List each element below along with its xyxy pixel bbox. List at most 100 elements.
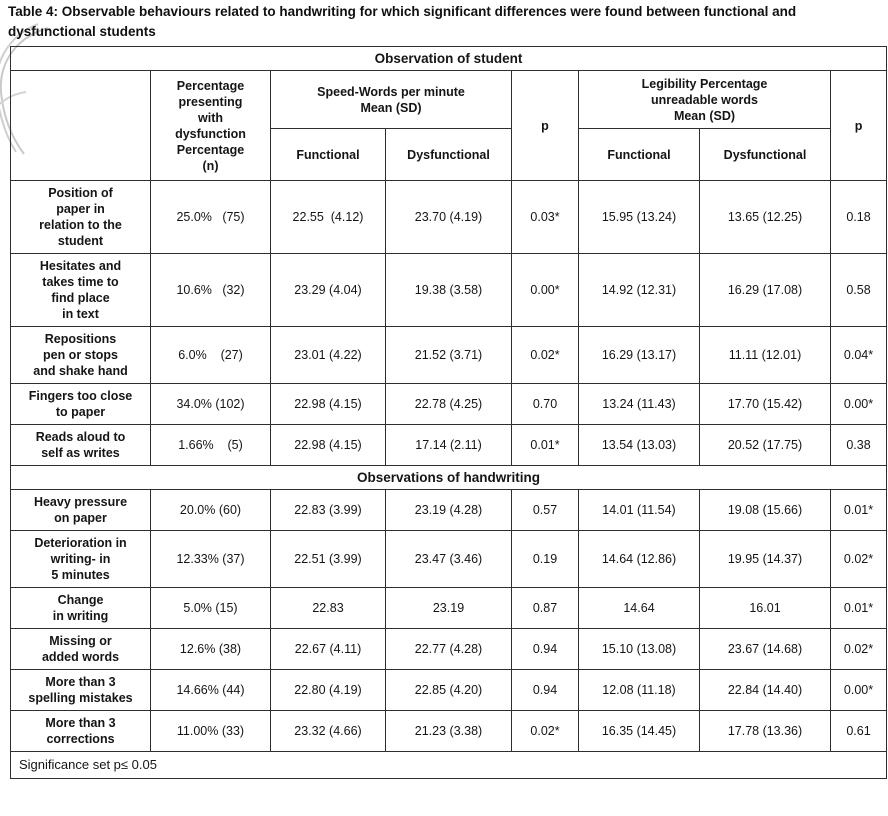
row-label: Repositions pen or stops and shake hand [10,326,151,384]
cell-p-legibility: 0.00* [829,669,888,711]
cell-p-legibility: 0.18 [829,180,888,254]
cell-percentage: 34.0% (102) [150,383,271,425]
cell-legibility-functional: 15.95 (13.24) [578,180,700,254]
table-row: Heavy pressure on paper 20.0% (60) 22.83 (… [10,489,888,531]
cell-p-speed: 0.94 [511,628,579,670]
table-footer-block: Significance set p≤ 0.05 [9,751,888,779]
col-header-speed-functional: Functional [270,128,386,181]
cell-speed-functional: 22.83 (3.99) [270,489,386,531]
handwriting-section-header: Observations of handwriting [9,465,888,490]
cell-speed-functional: 22.98 (4.15) [270,424,386,466]
cell-p-speed: 0.03* [511,180,579,254]
cell-legibility-functional: 13.24 (11.43) [578,383,700,425]
cell-legibility-dysfunctional: 11.11 (12.01) [699,326,831,384]
cell-legibility-functional: 16.29 (13.17) [578,326,700,384]
row-label: Reads aloud to self as writes [10,424,151,466]
cell-legibility-functional: 14.01 (11.54) [578,489,700,531]
section-header-row: Observation of student [9,46,888,71]
cell-percentage: 1.66% (5) [150,424,271,466]
cell-percentage: 12.6% (38) [150,628,271,670]
row-label: Missing or added words [10,628,151,670]
row-label: More than 3 spelling mistakes [10,669,151,711]
table-row: Position of paper in relation to the stu… [10,180,888,254]
row-label: Hesitates and takes time to find place i… [10,253,151,327]
cell-legibility-dysfunctional: 13.65 (12.25) [699,180,831,254]
column-header-row-upper: Percentage presenting with dysfunction P… [10,70,888,181]
cell-speed-dysfunctional: 23.19 [385,587,512,629]
observation-of-student-rows: Position of paper in relation to the stu… [10,180,888,466]
row-label: More than 3 corrections [10,710,151,752]
cell-legibility-functional: 14.64 (12.86) [578,530,700,588]
col-header-p-speed: p [511,70,579,181]
table-row: Deterioration in writing- in 5 minutes 12… [10,530,888,588]
cell-p-speed: 0.02* [511,710,579,752]
row-label: Fingers too close to paper [10,383,151,425]
cell-legibility-dysfunctional: 22.84 (14.40) [699,669,831,711]
cell-legibility-dysfunctional: 19.95 (14.37) [699,530,831,588]
cell-speed-dysfunctional: 21.52 (3.71) [385,326,512,384]
cell-speed-functional: 22.55 (4.12) [270,180,386,254]
cell-p-speed: 0.94 [511,669,579,711]
cell-legibility-functional: 15.10 (13.08) [578,628,700,670]
cell-p-speed: 0.70 [511,383,579,425]
cell-speed-dysfunctional: 22.85 (4.20) [385,669,512,711]
table-header-block: Observation of student Percentage presen… [9,46,888,181]
cell-speed-dysfunctional: 23.19 (4.28) [385,489,512,531]
cell-p-legibility: 0.61 [829,710,888,752]
cell-speed-functional: 22.67 (4.11) [270,628,386,670]
top-section-header: Observation of student [9,46,888,71]
cell-legibility-dysfunctional: 17.78 (13.36) [699,710,831,752]
cell-p-speed: 0.02* [511,326,579,384]
table-row: Fingers too close to paper 34.0% (102) 22.… [10,383,888,425]
cell-p-legibility: 0.02* [829,530,888,588]
cell-speed-dysfunctional: 22.77 (4.28) [385,628,512,670]
col-header-legibility: Legibility Percentage unreadable words M… [578,70,831,129]
cell-legibility-dysfunctional: 17.70 (15.42) [699,383,831,425]
cell-p-legibility: 0.38 [829,424,888,466]
cell-legibility-functional: 14.92 (12.31) [578,253,700,327]
cell-percentage: 12.33% (37) [150,530,271,588]
cell-percentage: 6.0% (27) [150,326,271,384]
table-row: More than 3 corrections 11.00% (33) 23.32 … [10,710,888,752]
cell-percentage: 20.0% (60) [150,489,271,531]
table-caption: Table 4: Observable behaviours related t… [8,4,797,39]
cell-p-speed: 0.01* [511,424,579,466]
col-header-speed: Speed-Words per minute Mean (SD) [270,70,512,129]
table-row: Reads aloud to self as writes 1.66% (5) 22… [10,424,888,466]
cell-p-speed: 0.00* [511,253,579,327]
cell-speed-dysfunctional: 23.70 (4.19) [385,180,512,254]
cell-legibility-dysfunctional: 16.01 [699,587,831,629]
cell-speed-functional: 22.80 (4.19) [270,669,386,711]
row-label: Change in writing [10,587,151,629]
row-label: Position of paper in relation to the stu… [10,180,151,254]
cell-speed-functional: 23.29 (4.04) [270,253,386,327]
col-header-speed-dysfunctional: Dysfunctional [385,128,512,181]
cell-percentage: 14.66% (44) [150,669,271,711]
table-row: Repositions pen or stops and shake hand 6… [10,326,888,384]
cell-speed-functional: 23.01 (4.22) [270,326,386,384]
col-header-legibility-dysfunctional: Dysfunctional [699,128,831,181]
cell-legibility-functional: 14.64 [578,587,700,629]
significance-note: Significance set p≤ 0.05 [9,751,888,779]
table-row: Missing or added words 12.6% (38) 22.67 (4… [10,628,888,670]
cell-speed-dysfunctional: 21.23 (3.38) [385,710,512,752]
table-row: Hesitates and takes time to find place i… [10,253,888,327]
cell-p-speed: 0.57 [511,489,579,531]
cell-legibility-dysfunctional: 23.67 (14.68) [699,628,831,670]
cell-speed-functional: 22.83 [270,587,386,629]
cell-percentage: 25.0% (75) [150,180,271,254]
cell-speed-dysfunctional: 22.78 (4.25) [385,383,512,425]
cell-legibility-dysfunctional: 20.52 (17.75) [699,424,831,466]
results-table: Observation of student Percentage presen… [9,46,888,779]
cell-p-speed: 0.87 [511,587,579,629]
cell-p-legibility: 0.01* [829,587,888,629]
corner-empty-cell [10,70,151,181]
cell-speed-dysfunctional: 23.47 (3.46) [385,530,512,588]
cell-p-legibility: 0.00* [829,383,888,425]
observations-of-handwriting-rows: Heavy pressure on paper 20.0% (60) 22.83 (… [10,489,888,752]
cell-legibility-dysfunctional: 19.08 (15.66) [699,489,831,531]
significance-note-row: Significance set p≤ 0.05 [9,751,888,779]
cell-speed-dysfunctional: 17.14 (2.11) [385,424,512,466]
cell-speed-functional: 23.32 (4.66) [270,710,386,752]
cell-speed-dysfunctional: 19.38 (3.58) [385,253,512,327]
